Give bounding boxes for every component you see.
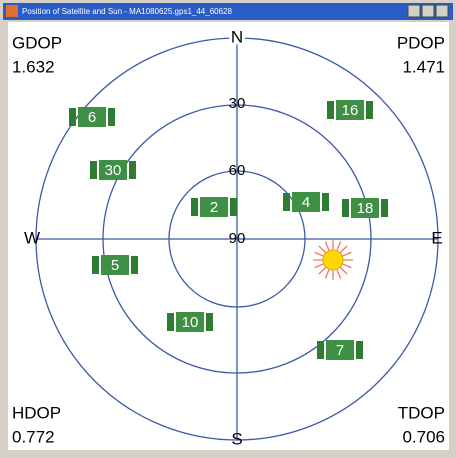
satellite-body xyxy=(200,197,228,217)
hdop-value: 0.772 xyxy=(12,427,55,446)
satellite: 30 xyxy=(90,160,136,180)
satellite-id: 5 xyxy=(111,257,119,274)
solar-panel xyxy=(129,161,136,179)
gdop-label: GDOP xyxy=(12,33,62,52)
satellite-body xyxy=(101,255,129,275)
maximize-button[interactable] xyxy=(421,4,435,18)
satellite: 10 xyxy=(167,312,213,332)
title-bar xyxy=(3,3,453,20)
satellite-id: 7 xyxy=(336,342,344,359)
hdop-label: HDOP xyxy=(12,403,61,422)
satellite: 18 xyxy=(342,198,388,218)
sun xyxy=(313,240,353,280)
app-icon xyxy=(6,5,18,17)
tdop-label: TDOP xyxy=(398,403,445,422)
south-label: S xyxy=(231,429,242,448)
satellite: 5 xyxy=(92,255,138,275)
labels: N N S W E 30 60 90 GDOP 1.632 PDOP 1.471… xyxy=(12,24,445,448)
close-button[interactable] xyxy=(435,4,449,18)
solar-panel xyxy=(90,161,97,179)
solar-panel xyxy=(206,313,213,331)
solar-panel xyxy=(283,193,290,211)
satellite-body xyxy=(292,192,320,212)
satellite-body xyxy=(351,198,379,218)
satellite-body xyxy=(78,107,106,127)
satellite-body xyxy=(326,340,354,360)
window-buttons xyxy=(407,4,449,18)
satellite-id: 4 xyxy=(302,194,310,211)
solar-panel xyxy=(356,341,363,359)
satellite-id: 2 xyxy=(210,199,218,216)
minimize-button[interactable] xyxy=(407,4,421,18)
pdop-label: PDOP xyxy=(397,33,445,52)
satellite-id: 16 xyxy=(342,102,359,119)
tdop-value: 0.706 xyxy=(402,427,445,446)
satellite-id: 30 xyxy=(105,162,122,179)
n-bg: N xyxy=(231,27,243,46)
elevation-label: 60 xyxy=(229,162,246,179)
solar-panel xyxy=(131,256,138,274)
satellite: 4 xyxy=(283,192,329,212)
satellite-body xyxy=(99,160,127,180)
elevation-label: 30 xyxy=(229,95,246,112)
window-title: Position of Satellite and Sun - MA108062… xyxy=(22,7,232,16)
solar-panel xyxy=(342,199,349,217)
solar-panel xyxy=(322,193,329,211)
solar-panel xyxy=(230,198,237,216)
elevation-label: 90 xyxy=(229,230,246,247)
satellite: 7 xyxy=(317,340,363,360)
satellite-id: 6 xyxy=(88,109,96,126)
solar-panel xyxy=(167,313,174,331)
west-label: W xyxy=(24,228,40,247)
satellite-body xyxy=(176,312,204,332)
solar-panel xyxy=(317,341,324,359)
pdop-value: 1.471 xyxy=(402,57,445,76)
sun-disc xyxy=(322,249,344,271)
east-label: E xyxy=(431,228,442,247)
solar-panel xyxy=(381,199,388,217)
gdop-value: 1.632 xyxy=(12,57,55,76)
satellite-id: 18 xyxy=(357,200,374,217)
solar-panel xyxy=(108,108,115,126)
solar-panel xyxy=(92,256,99,274)
solar-panel xyxy=(69,108,76,126)
satellite: 6 xyxy=(69,107,115,127)
solar-panel xyxy=(366,101,373,119)
solar-panel xyxy=(327,101,334,119)
north-label: N xyxy=(231,27,243,46)
satellite-body xyxy=(336,100,364,120)
satellite-id: 10 xyxy=(182,314,199,331)
rings xyxy=(35,37,439,441)
satellite: 16 xyxy=(327,100,373,120)
satellite: 2 xyxy=(191,197,237,217)
solar-panel xyxy=(191,198,198,216)
